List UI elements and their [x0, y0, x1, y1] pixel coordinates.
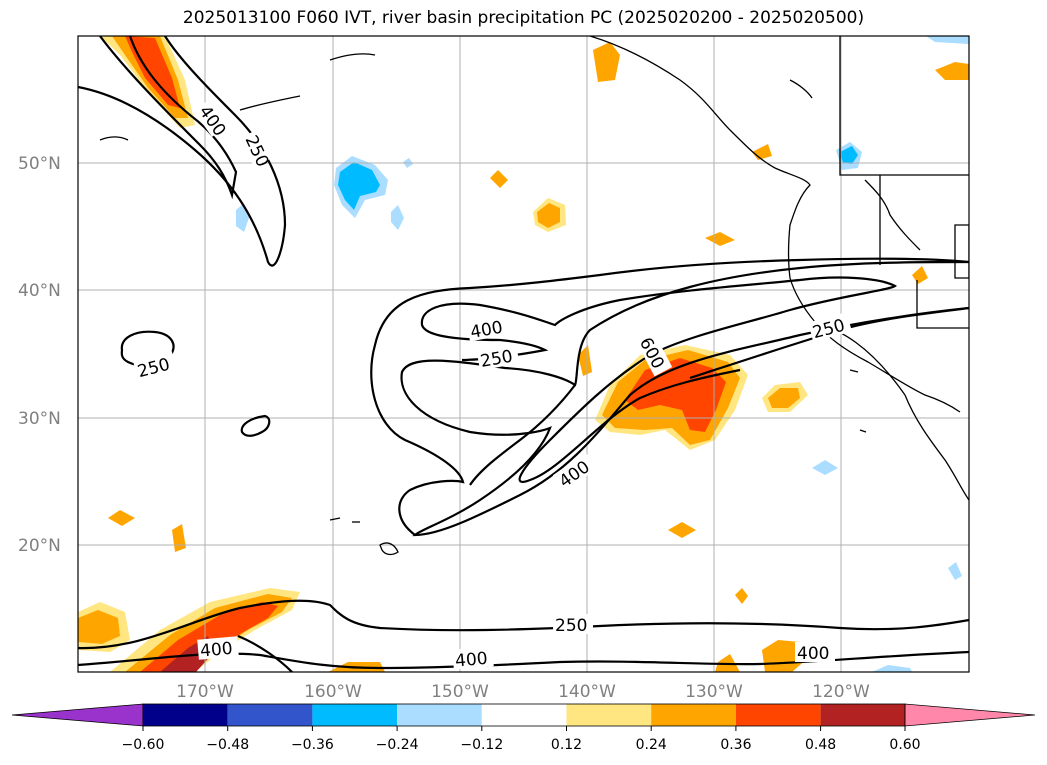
colorbar-tick-label: −0.24: [376, 737, 419, 753]
latitude-labels: 50°N 40°N 30°N 20°N: [18, 154, 61, 556]
contour-label: 400: [454, 649, 488, 672]
contour-label: 250: [555, 616, 587, 636]
lat-label: 50°N: [18, 154, 61, 174]
colorbar-tick-label: 0.12: [551, 737, 582, 753]
colorbar-segment: [143, 704, 228, 726]
lon-label: 150°W: [431, 682, 489, 702]
colorbar-tick-label: 0.48: [805, 737, 836, 753]
colorbar-segment: [651, 704, 736, 726]
colorbar-segment: [481, 704, 567, 726]
lon-label: 170°W: [176, 682, 234, 702]
colorbar-tick-label: −0.12: [460, 737, 503, 753]
colorbar-segment: [566, 704, 652, 726]
lon-label: 130°W: [685, 682, 743, 702]
lon-label: 140°W: [558, 682, 616, 702]
colorbar-tick-label: −0.48: [206, 737, 249, 753]
gridlines: [78, 36, 969, 672]
lon-label: 160°W: [304, 682, 362, 702]
longitude-labels: 170°W 160°W 150°W 140°W 130°W 120°W: [176, 682, 870, 702]
colorbar-tick-label: −0.36: [291, 737, 334, 753]
contour-label: 400: [797, 644, 829, 664]
colorbar-tick-label: 0.36: [720, 737, 751, 753]
lat-label: 20°N: [18, 536, 61, 556]
colorbar-extend-low: [11, 703, 144, 727]
colorbar-tick-label: 0.24: [636, 737, 667, 753]
colorbar-segment: [735, 704, 821, 726]
lat-label: 30°N: [18, 409, 61, 429]
colorbar-segment: [312, 704, 398, 726]
colorbar-segment: [227, 704, 313, 726]
colorbar-tick-label: −0.60: [122, 737, 165, 753]
lat-label: 40°N: [18, 281, 61, 301]
colorbar: −0.60 −0.48 −0.36 −0.24 −0.12 0.12 0.24 …: [11, 703, 1036, 753]
ivt-contours: [78, 36, 969, 672]
colorbar-tick-label: 0.60: [889, 737, 920, 753]
colorbar-extend-high: [904, 703, 1036, 727]
contour-labels: 400 250 400 250 250 600 400 250 250 400 …: [133, 99, 852, 672]
map-title: 2025013100 F060 IVT, river basin precipi…: [182, 8, 865, 28]
coastlines: [99, 36, 969, 556]
contour-label: 400: [199, 639, 233, 662]
map-frame: [77, 35, 970, 673]
colorbar-segment: [820, 704, 906, 726]
lon-label: 120°W: [812, 682, 870, 702]
colorbar-segment: [397, 704, 482, 726]
